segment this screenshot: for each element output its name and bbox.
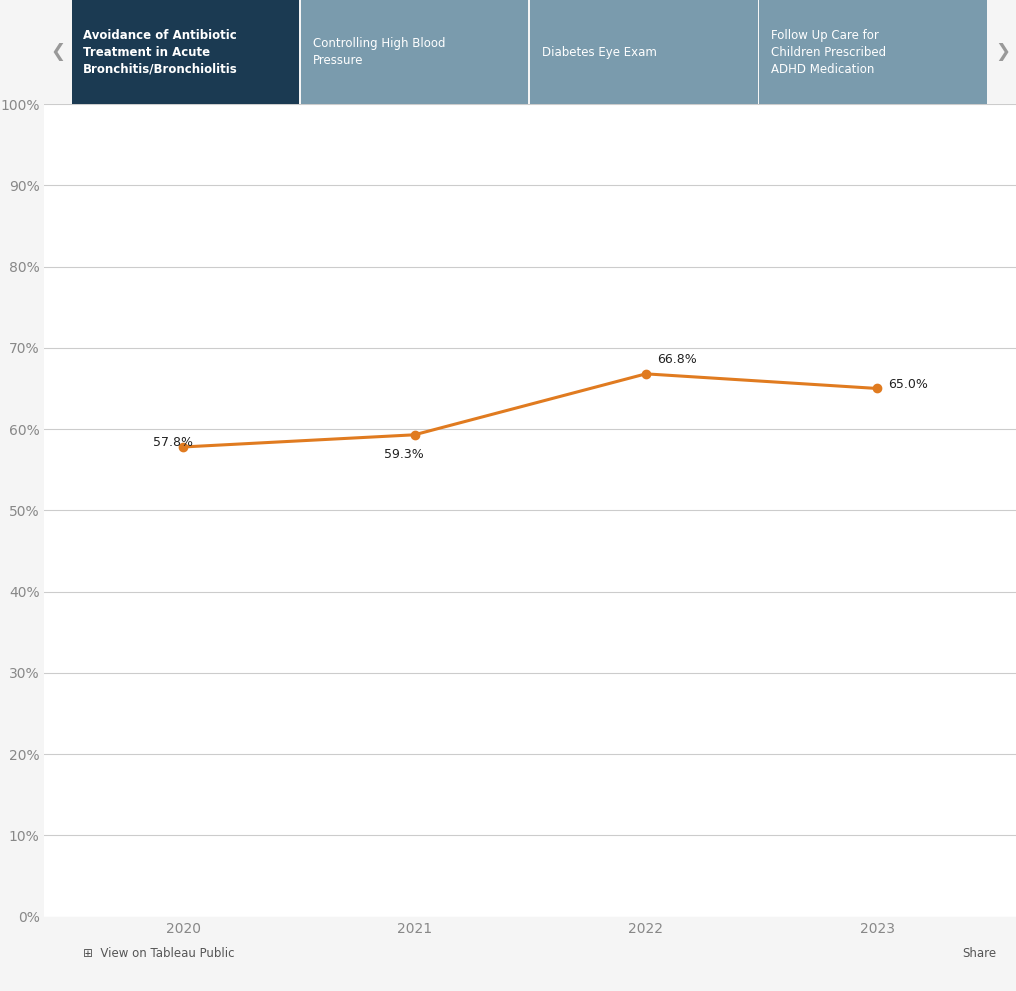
Text: 57.8%: 57.8%: [152, 436, 193, 449]
Text: ❯: ❯: [995, 43, 1010, 61]
Text: ⊞  View on Tableau Public: ⊞ View on Tableau Public: [83, 947, 235, 960]
Text: Share: Share: [962, 947, 997, 960]
Text: Follow Up Care for
Children Prescribed
ADHD Medication: Follow Up Care for Children Prescribed A…: [771, 29, 886, 75]
Text: ❮: ❮: [51, 43, 65, 61]
Text: 65.0%: 65.0%: [888, 378, 929, 390]
Text: 66.8%: 66.8%: [657, 354, 697, 367]
Text: Avoidance of Antibiotic
Treatment in Acute
Bronchitis/Bronchiolitis: Avoidance of Antibiotic Treatment in Acu…: [83, 29, 238, 75]
Text: Controlling High Blood
Pressure: Controlling High Blood Pressure: [313, 37, 445, 67]
Text: 59.3%: 59.3%: [384, 448, 424, 461]
FancyBboxPatch shape: [301, 0, 528, 104]
FancyBboxPatch shape: [530, 0, 758, 104]
Text: Diabetes Eye Exam: Diabetes Eye Exam: [542, 46, 656, 58]
FancyBboxPatch shape: [760, 0, 987, 104]
FancyBboxPatch shape: [71, 0, 299, 104]
